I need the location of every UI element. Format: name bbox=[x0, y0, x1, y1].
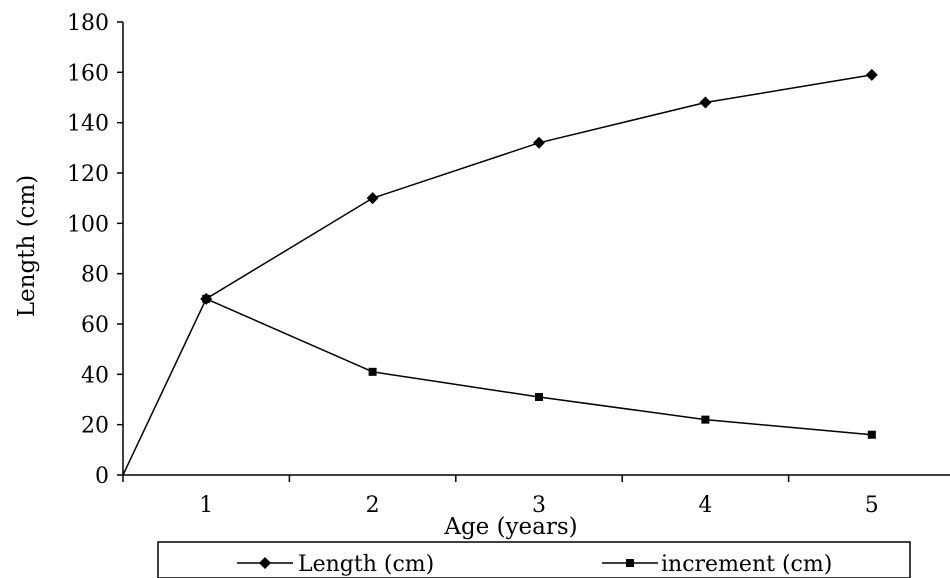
x-tick-label: 2 bbox=[366, 493, 380, 518]
legend-label-increment: increment (cm) bbox=[661, 552, 832, 577]
data-point-square bbox=[701, 415, 710, 424]
data-point-diamond bbox=[366, 192, 379, 205]
y-tick-label: 180 bbox=[67, 11, 109, 36]
series-line-1 bbox=[205, 298, 872, 436]
y-tick-label: 60 bbox=[81, 313, 109, 338]
data-point-diamond bbox=[533, 136, 545, 149]
y-tick-label: 40 bbox=[81, 363, 109, 388]
y-tick-label: 80 bbox=[81, 263, 109, 288]
data-point-square bbox=[368, 367, 377, 376]
legend-marker-length bbox=[259, 557, 271, 569]
data-point-diamond bbox=[865, 68, 878, 81]
series-line-0 bbox=[122, 74, 872, 476]
y-tick-label: 160 bbox=[67, 61, 109, 86]
legend-label-length: Length (cm) bbox=[298, 552, 434, 577]
y-tick-label: 20 bbox=[81, 414, 109, 439]
data-point-square bbox=[202, 294, 211, 303]
data-point-square bbox=[535, 392, 543, 401]
legend-box bbox=[157, 541, 911, 578]
y-tick-label: 140 bbox=[67, 112, 109, 137]
axes bbox=[122, 22, 950, 476]
y-tick-label: 100 bbox=[67, 212, 109, 237]
y-tick-label: 0 bbox=[95, 464, 109, 489]
x-axis-title: Age (years) bbox=[443, 514, 577, 540]
y-axis-title: Length (cm) bbox=[14, 175, 40, 317]
data-point-square bbox=[867, 430, 876, 439]
y-axis-ticks: 0 20 40 60 80 100 120 140 160 180 bbox=[67, 11, 123, 489]
legend: Length (cm) increment (cm) bbox=[157, 541, 911, 578]
series-layer bbox=[122, 68, 878, 476]
y-tick-label: 120 bbox=[67, 162, 109, 187]
x-tick-label: 4 bbox=[698, 493, 712, 518]
x-tick-label: 3 bbox=[532, 493, 546, 518]
data-point-diamond bbox=[699, 96, 712, 109]
legend-marker-increment bbox=[626, 559, 634, 567]
x-tick-label: 5 bbox=[865, 493, 879, 518]
x-tick-label: 1 bbox=[199, 493, 213, 518]
x-axis-ticks: 1 2 3 4 5 bbox=[122, 475, 879, 518]
